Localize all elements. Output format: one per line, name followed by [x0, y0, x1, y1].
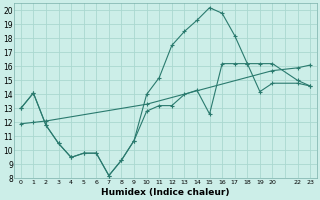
X-axis label: Humidex (Indice chaleur): Humidex (Indice chaleur)	[101, 188, 230, 197]
